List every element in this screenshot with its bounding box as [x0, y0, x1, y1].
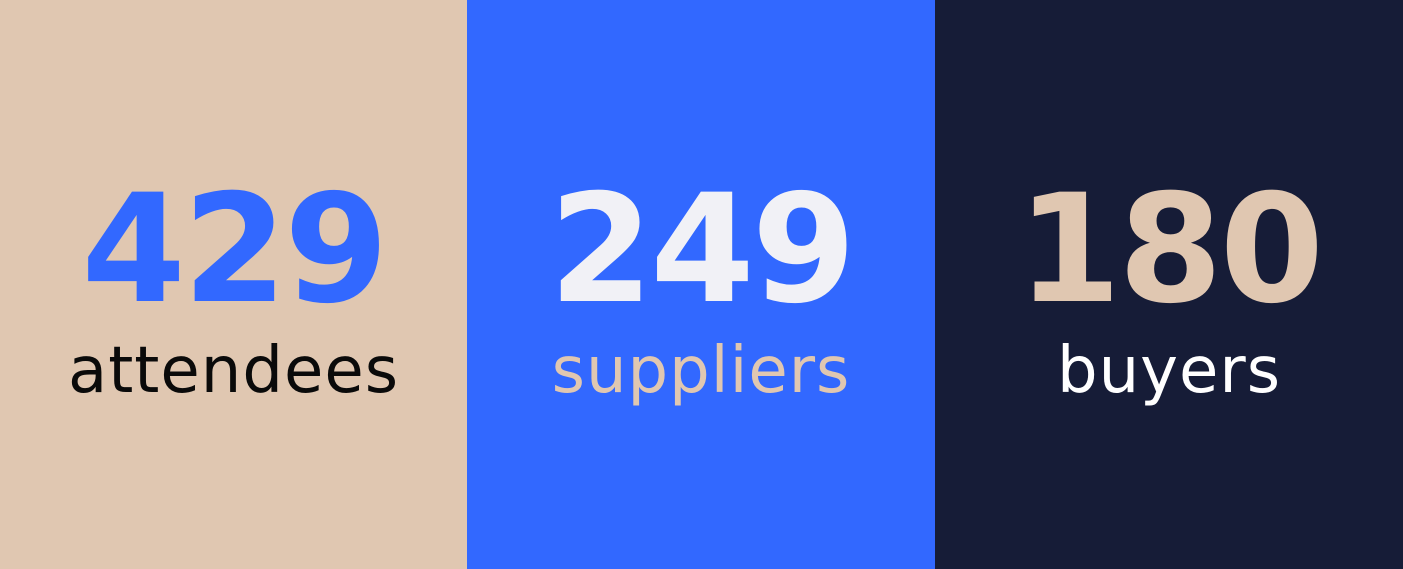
stat-label: suppliers: [551, 333, 851, 408]
stat-label: attendees: [67, 333, 400, 408]
stat-label: buyers: [1056, 333, 1282, 408]
stat-value: 429: [81, 162, 388, 337]
stat-panel-attendees: 429 attendees: [0, 0, 467, 569]
stat-panel-suppliers: 249 suppliers: [467, 0, 935, 569]
stat-value: 249: [548, 162, 856, 337]
stat-panel-buyers: 180 buyers: [935, 0, 1403, 569]
stat-value: 180: [1016, 162, 1324, 337]
